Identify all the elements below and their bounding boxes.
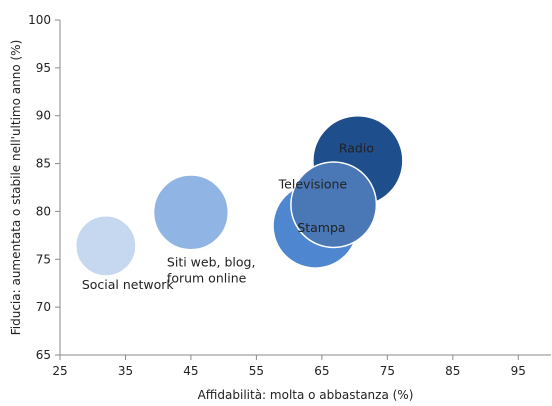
x-tick-label: 25 [52, 364, 67, 378]
bubble-label-social-network: Social network [82, 277, 175, 292]
x-tick-label: 65 [314, 364, 329, 378]
y-tick-label: 85 [36, 157, 51, 171]
x-tick-label: 45 [183, 364, 198, 378]
bubble-siti-web-blog-forum-online [152, 174, 230, 251]
x-tick-label: 75 [380, 364, 395, 378]
x-tick-label: 55 [249, 364, 264, 378]
bubble-labels-layer: Radio Stampa Televisione Siti web, blog,for… [82, 141, 374, 292]
y-tick-label: 90 [36, 109, 51, 123]
x-tick-label: 95 [511, 364, 526, 378]
y-tick-label: 100 [28, 13, 51, 27]
y-tick-label: 80 [36, 204, 51, 218]
y-tick-label: 65 [36, 348, 51, 362]
bubble-social-network [74, 214, 137, 277]
bubble-label-siti-web-blog-forum-online: Siti web, blog, [167, 254, 256, 269]
bubble-label-siti-web-blog-forum-online: forum online [167, 270, 247, 285]
y-axis-title: Fiducia: aumentata o stabile nell'ultimo… [9, 40, 23, 336]
bubble-label-stampa: Stampa [297, 220, 345, 235]
axis-ticks: 65 70 75 80 85 90 95 100 25 35 45 55 65 75 85 95 [28, 13, 526, 378]
bubbles-layer [74, 114, 404, 277]
x-tick-label: 35 [118, 364, 133, 378]
bubble-label-televisione: Televisione [278, 177, 348, 192]
y-tick-label: 95 [36, 61, 51, 75]
bubble-televisione [290, 161, 378, 249]
y-tick-label: 70 [36, 300, 51, 314]
x-tick-label: 85 [445, 364, 460, 378]
bubble-label-radio: Radio [339, 141, 374, 156]
x-axis-title: Affidabilità: molta o abbastanza (%) [198, 388, 414, 402]
y-tick-label: 75 [36, 252, 51, 266]
